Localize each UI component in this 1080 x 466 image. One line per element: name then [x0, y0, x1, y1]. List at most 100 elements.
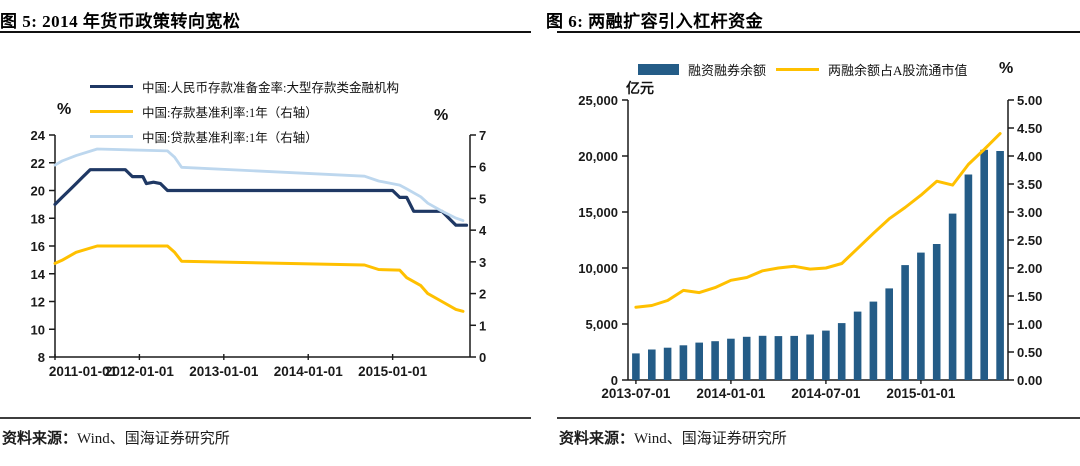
figure-6-source: 资料来源：Wind、国海证券研究所: [559, 427, 787, 448]
tick-label: 12: [31, 295, 45, 310]
bar-2015-03: [948, 213, 957, 380]
tick-label: 2011-01-01: [49, 364, 118, 379]
tick-label: 2012-01-01: [105, 364, 175, 379]
figure-6-right-axis-unit: %: [999, 60, 1014, 77]
bar-2014-02: [742, 336, 751, 380]
legend-item: 融资融券余额: [638, 60, 766, 79]
tick-label: 10: [31, 322, 45, 337]
source-label: 资料来源：: [2, 431, 78, 447]
bar-2015-06: [996, 151, 1004, 380]
bar-2014-04: [774, 336, 783, 380]
source-label: 资料来源：: [559, 431, 635, 447]
figure-5-legend: 中国:人民币存款准备金率:大型存款类金融机构 中国:存款基准利率:1年（右轴） 中国…: [90, 77, 399, 146]
tick-label: 2013-01-01: [189, 364, 259, 379]
legend-label: 中国:存款基准利率:1年（右轴）: [142, 106, 318, 120]
tick-label: 5: [479, 191, 486, 206]
figure-5-plot: 24222018161412108765432102011-01-012012-…: [31, 128, 487, 379]
tick-label: 2.00: [1017, 261, 1042, 276]
figure-6-source-rule: [557, 417, 1080, 419]
tick-label: 2013-07-01: [601, 386, 671, 401]
tick-label: 6: [479, 160, 486, 175]
figure-5-title-rule: [0, 31, 531, 33]
figure-6-title: 图 6: 两融扩容引入杠杆资金: [546, 12, 764, 31]
tick-label: 0.50: [1017, 345, 1042, 360]
figure-5-source: 资料来源：Wind、国海证券研究所: [2, 427, 230, 448]
legend-item: 中国:贷款基准利率:1年（右轴）: [90, 127, 399, 146]
bar-2014-10: [869, 301, 878, 380]
source-text: Wind、国海证券研究所: [77, 431, 230, 447]
tick-label: 4.00: [1017, 149, 1042, 164]
figure-6-left-axis-unit: 亿元: [626, 82, 654, 97]
tick-label: 20: [31, 184, 45, 199]
bar-2013-09: [663, 347, 672, 380]
tick-label: 4.50: [1017, 121, 1042, 136]
bar-2014-01: [727, 338, 735, 380]
bar-2015-02: [932, 244, 941, 380]
figure-5-left-axis-unit: %: [57, 101, 72, 118]
tick-label: 2014-07-01: [791, 386, 861, 401]
figure-6-plot: 25,000 20,000 15,000 10,000 5,000 0 5.00 4.50 4.…: [578, 93, 1042, 401]
bar-2013-11: [695, 342, 703, 380]
bar-2014-09: [853, 311, 862, 380]
legend-bar-swatch: [638, 64, 679, 75]
legend-label: 融资融券余额: [688, 63, 767, 78]
tick-label: 5,000: [585, 317, 618, 332]
tick-label: 22: [31, 156, 45, 171]
source-text: Wind、国海证券研究所: [634, 431, 787, 447]
tick-label: 16: [31, 239, 45, 254]
bar-2014-06: [806, 334, 814, 380]
tick-label: 0: [479, 350, 486, 365]
figure-5: 图 5: 2014 年货币政策转向宽松 中国:人民币存款准备金率:大型存款类金融…: [0, 12, 531, 448]
bar-2015-01: [917, 252, 925, 380]
tick-label: 18: [31, 211, 45, 226]
tick-label: 3.00: [1017, 205, 1042, 220]
tick-label: 25,000: [578, 93, 618, 108]
legend-label: 两融余额占A股流通市值: [828, 63, 968, 78]
tick-label: 2014-01-01: [696, 386, 766, 401]
tick-label: 2014-01-01: [274, 364, 344, 379]
tick-label: 24: [31, 128, 46, 143]
figure-5-title: 图 5: 2014 年货币政策转向宽松: [0, 12, 241, 31]
line-series-2: [53, 147, 465, 223]
ratio-line-series: [634, 132, 1002, 309]
bar-2014-11: [885, 288, 893, 380]
figure-5-right-axis-unit: %: [434, 107, 449, 124]
bar-2014-12: [901, 265, 909, 380]
tick-label: 1.00: [1017, 317, 1042, 332]
tick-label: 20,000: [578, 149, 618, 164]
tick-label: 14: [31, 267, 46, 282]
tick-label: 5.00: [1017, 93, 1042, 108]
tick-label: 2015-01-01: [358, 364, 428, 379]
tick-label: 3.50: [1017, 177, 1042, 192]
figure-6: 图 6: 两融扩容引入杠杆资金 融资融券余额 两融余额占A股流通市值 亿元 % 2…: [540, 0, 1080, 466]
bar-2015-05: [980, 149, 988, 380]
bar-2014-07: [822, 330, 830, 380]
tick-label: 1.50: [1017, 289, 1042, 304]
bar-2014-03: [758, 335, 767, 380]
tick-label: 1: [479, 318, 486, 333]
tick-label: 3: [479, 255, 486, 270]
line-series-1: [53, 244, 465, 313]
legend-label: 中国:人民币存款准备金率:大型存款类金融机构: [142, 81, 399, 95]
legend-line-swatch: [90, 110, 133, 113]
tick-label: 8: [38, 350, 45, 365]
figure-6-title-rule: [557, 31, 1080, 33]
bar-2014-08: [837, 323, 846, 380]
legend-line-swatch: [90, 85, 133, 88]
legend-line-swatch: [776, 68, 820, 71]
bar-2014-05: [790, 335, 798, 380]
tick-label: 0.00: [1017, 373, 1042, 388]
legend-item: 中国:人民币存款准备金率:大型存款类金融机构: [90, 77, 399, 96]
legend-line-swatch: [90, 135, 133, 138]
tick-label: 10,000: [578, 261, 618, 276]
tick-label: 7: [479, 128, 486, 143]
legend-item: 中国:存款基准利率:1年（右轴）: [90, 102, 399, 121]
bar-2015-04: [964, 174, 973, 380]
tick-label: 15,000: [578, 205, 618, 220]
tick-label: 4: [479, 223, 487, 238]
legend-label: 中国:贷款基准利率:1年（右轴）: [142, 131, 318, 145]
bar-2013-10: [679, 345, 688, 380]
figure-6-legend: 融资融券余额 两融余额占A股流通市值: [638, 60, 967, 79]
line-series-0: [53, 168, 469, 227]
